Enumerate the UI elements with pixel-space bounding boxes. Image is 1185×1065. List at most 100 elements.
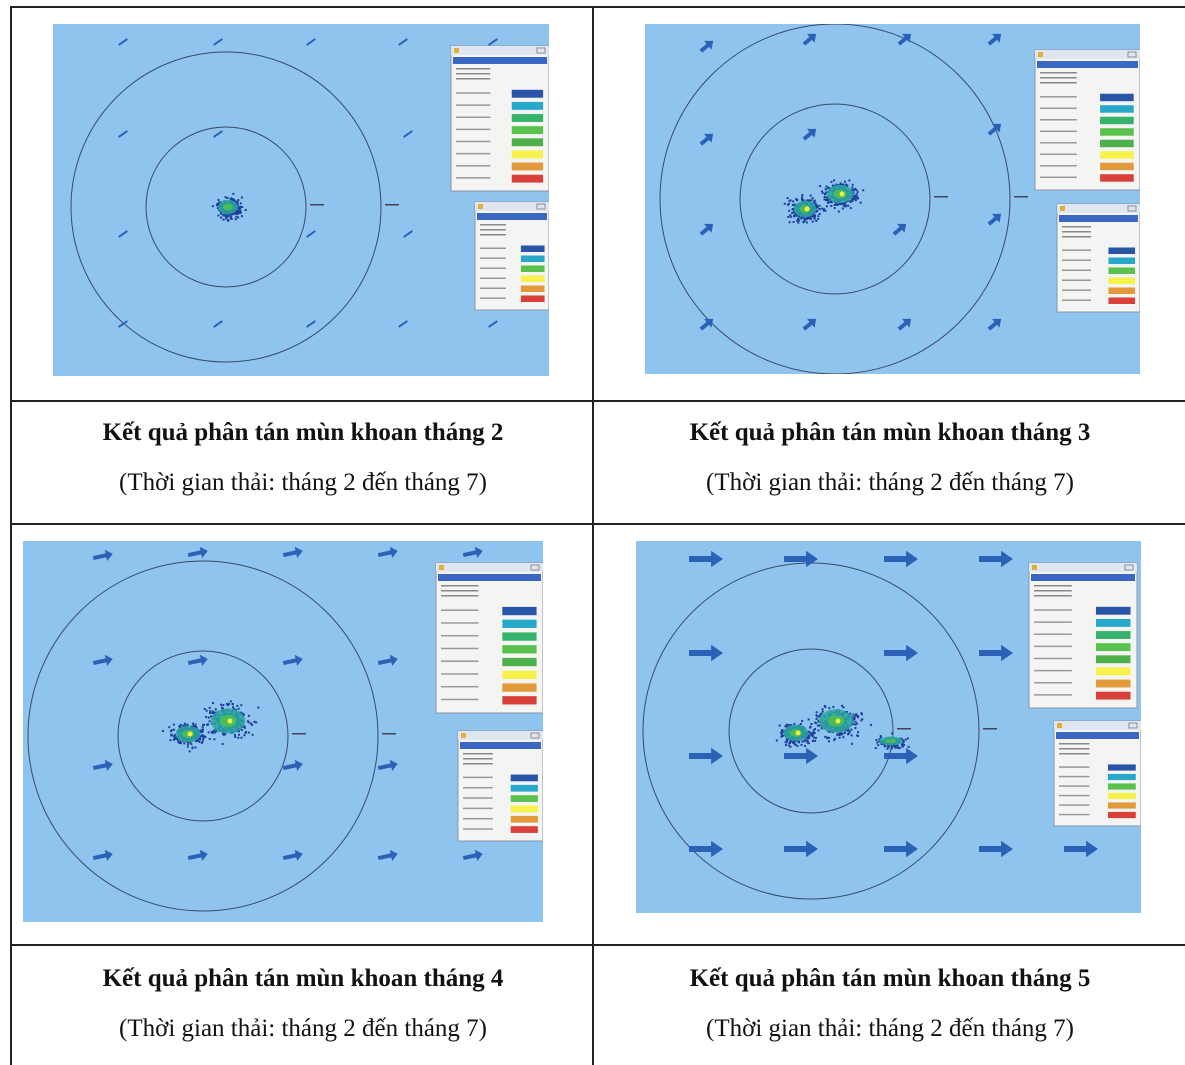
legend-text-line	[456, 73, 490, 75]
map-panel-month-2	[53, 24, 549, 376]
legend-swatch	[502, 620, 536, 628]
plume-particle	[815, 220, 817, 222]
legend-text-line	[456, 68, 490, 70]
plume-particle	[177, 740, 179, 742]
legend-header-bar	[477, 213, 547, 220]
legend-window-titlebar	[1035, 50, 1140, 59]
legend-label-line	[441, 673, 478, 675]
plume-particle	[168, 726, 170, 728]
plume-particle	[854, 195, 856, 197]
plume-particle	[214, 731, 216, 733]
plume-particle	[208, 717, 210, 719]
legend-label-line	[1059, 776, 1089, 778]
plume-particle	[241, 206, 243, 208]
plume-particle	[827, 202, 829, 204]
legend-swatch	[1100, 174, 1134, 181]
legend-label-line	[456, 104, 490, 106]
plume-particle	[821, 208, 823, 210]
legend-swatch	[502, 607, 536, 615]
legend-label-line	[1062, 260, 1091, 262]
plume-particle	[828, 740, 830, 742]
plume-particle	[840, 182, 842, 184]
plume-particle	[907, 737, 909, 739]
plume-particle	[162, 730, 164, 732]
legend-label-line	[1062, 290, 1091, 292]
legend-label-line	[1034, 646, 1072, 648]
legend-text-line	[456, 78, 490, 80]
plume-particle	[209, 712, 211, 714]
plume-particle	[899, 747, 901, 749]
legend-label-line	[1062, 300, 1091, 302]
plume-particle	[825, 188, 827, 190]
legend-swatch	[512, 126, 543, 134]
plume-particle	[227, 220, 229, 222]
chemical-legend-window	[1029, 563, 1137, 708]
legend-header-bar	[1037, 61, 1138, 68]
plume-particle	[787, 197, 789, 199]
plume-particle	[240, 202, 242, 204]
table-border-left	[10, 6, 12, 1065]
legend-swatch	[521, 296, 545, 303]
dispersion-map-month-3	[645, 24, 1140, 374]
legend-swatch	[502, 696, 536, 704]
panel-title-month-4: Kết quả phân tán mùn khoan tháng 4	[13, 965, 593, 993]
plume-particle	[827, 187, 829, 189]
dispersion-map-month-2	[53, 24, 549, 376]
plume-particle	[232, 193, 234, 195]
plume-particle	[234, 736, 236, 738]
plume-particle	[787, 216, 789, 218]
legend-label-line	[456, 129, 490, 131]
plume-particle	[861, 718, 863, 720]
plume-particle	[830, 205, 832, 207]
legend-label-line	[441, 635, 478, 637]
plume-particle	[801, 196, 803, 198]
plume-particle	[819, 213, 821, 215]
plume-particle	[204, 708, 206, 710]
plume-particle	[856, 195, 858, 197]
plume-particle	[813, 201, 815, 203]
plume-particle	[238, 734, 240, 736]
panel-title-month-5: Kết quả phân tán mùn khoan tháng 5	[600, 965, 1180, 993]
plume-particle	[179, 742, 181, 744]
plume-particle	[812, 731, 814, 733]
legend-window-icon	[1038, 52, 1043, 57]
legend-window-icon	[1032, 565, 1037, 570]
legend-header-bar	[453, 57, 547, 64]
plume-particle	[826, 737, 828, 739]
plume-particle	[789, 221, 791, 223]
legend-swatch	[512, 114, 543, 122]
plume-particle	[785, 744, 787, 746]
plume-particle	[225, 218, 227, 220]
plume-particle	[823, 210, 825, 212]
plume-particle	[788, 210, 790, 212]
plume-particle	[213, 738, 215, 740]
plume-particle	[824, 705, 826, 707]
plume-particle	[834, 207, 836, 209]
dispersion-map-month-5	[636, 541, 1141, 913]
plume-particle	[191, 747, 193, 749]
legend-swatch	[1096, 692, 1131, 700]
plume-particle	[792, 204, 794, 206]
plume-particle	[171, 729, 173, 731]
legend-swatch	[1100, 94, 1134, 101]
plume-particle	[200, 730, 202, 732]
legend-swatch	[1108, 783, 1136, 789]
plume-particle	[226, 197, 228, 199]
legend-swatch	[521, 276, 545, 283]
legend-text-line	[1059, 748, 1089, 750]
plume-particle	[851, 743, 853, 745]
plume-particle	[851, 186, 853, 188]
plume-particle	[828, 707, 830, 709]
legend-swatch	[1096, 631, 1131, 639]
legend-label-line	[1040, 165, 1077, 167]
plume-particle	[843, 706, 845, 708]
inner-ring-distance-tick	[934, 196, 948, 198]
legend-label-line	[441, 609, 478, 611]
legend-label-line	[1059, 814, 1089, 816]
legend-header-bar	[438, 574, 541, 581]
plume-particle	[857, 731, 859, 733]
plume-particle	[860, 712, 862, 714]
plume-particle	[782, 735, 784, 737]
plume-particle	[230, 700, 232, 702]
plume-particle	[880, 735, 882, 737]
